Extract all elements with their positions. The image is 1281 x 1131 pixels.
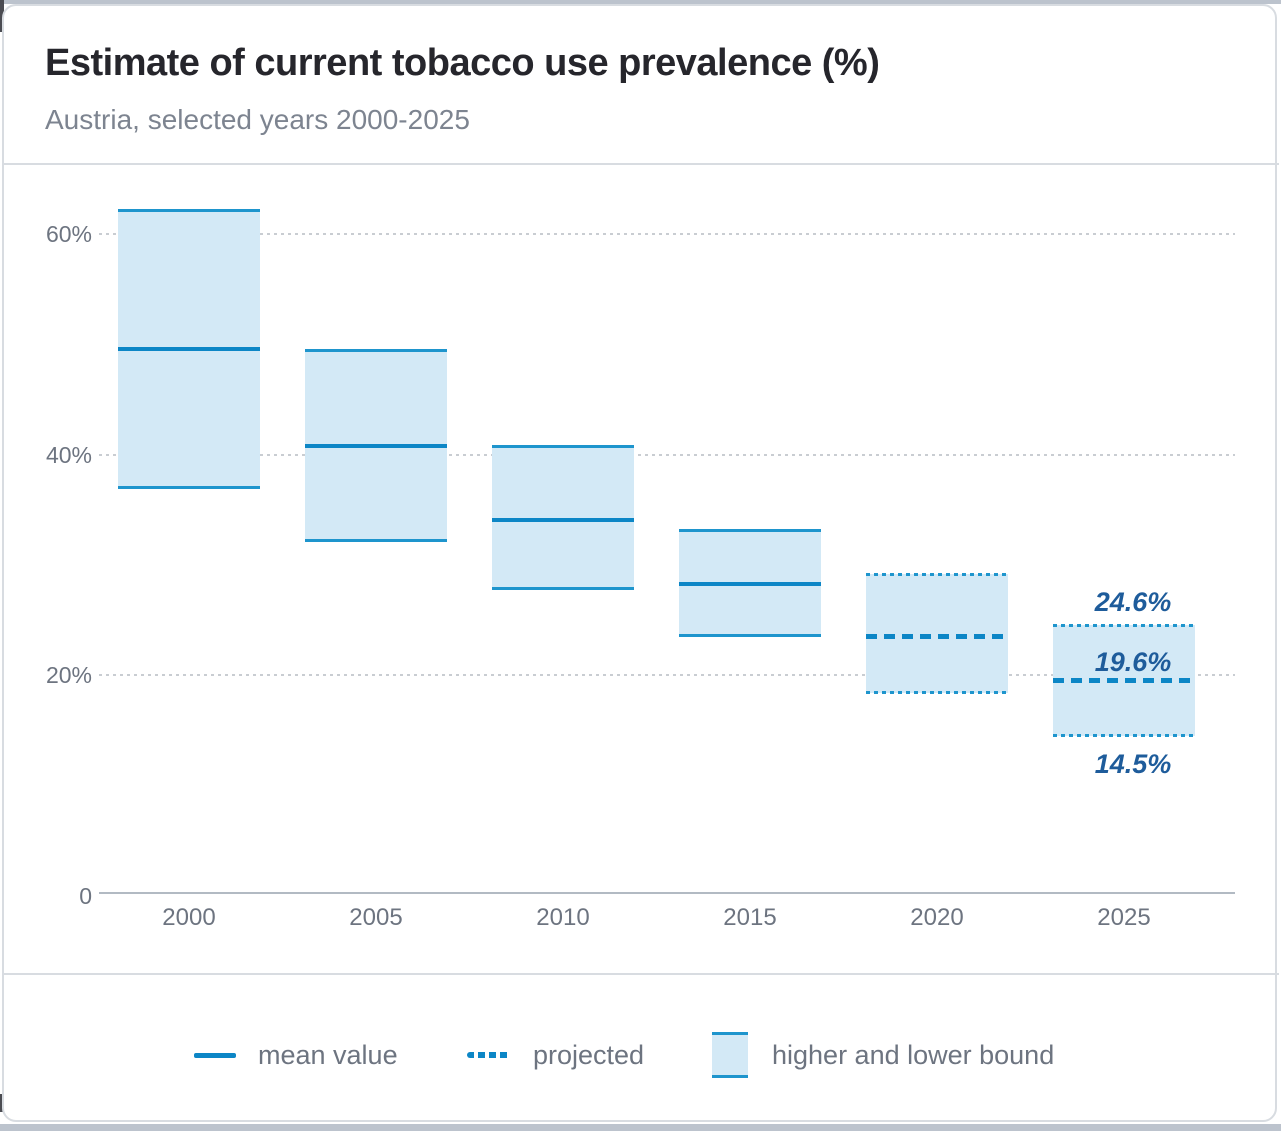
bar-bottom-edge [118, 485, 260, 489]
legend-item-projected: projected [467, 1032, 644, 1078]
bottom-frame-strip [0, 1124, 1281, 1131]
mean-line [118, 346, 260, 351]
x-axis-line [99, 892, 1235, 894]
annotation-low-2025: 14.5% [1094, 749, 1172, 780]
y-gridline-60 [99, 233, 1235, 235]
y-tick-label-0: 0 [79, 883, 92, 909]
x-tick-label-2025: 2025 [1097, 904, 1151, 931]
bar-top-edge [118, 208, 260, 212]
mean-line [305, 443, 447, 448]
x-tick-label-2000: 2000 [162, 904, 216, 931]
x-tick-label-2020: 2020 [910, 904, 964, 931]
mean-value-line-icon [194, 1052, 236, 1058]
y-gridline-20 [99, 674, 1235, 677]
top-frame-strip [0, 0, 1281, 4]
y-tick-label-40: 40% [45, 441, 92, 468]
range-bar-2005[interactable] [305, 348, 447, 542]
chart-card: Estimate of current tobacco use prevalen… [2, 4, 1279, 1122]
legend-label: higher and lower bound [772, 1039, 1055, 1070]
legend-item-mean-value: mean value [194, 1032, 398, 1078]
header-divider [4, 163, 1279, 165]
mean-line [866, 633, 1008, 639]
range-bar-2020[interactable] [866, 572, 1008, 694]
bar-bottom-edge [305, 538, 447, 542]
bar-bottom-edge [492, 587, 634, 591]
plot-area: 60% 40% 20% 0 2000 2005 2010 2015 2020 2025 24.6% 1… [4, 6, 1279, 971]
range-bar-2000[interactable] [118, 208, 260, 489]
legend-item-bounds: higher and lower bound [712, 1032, 1054, 1078]
bar-bottom-edge [1053, 734, 1195, 737]
x-tick-label-2005: 2005 [349, 904, 403, 931]
bar-top-edge [679, 528, 821, 532]
y-tick-label-20: 20% [45, 662, 92, 689]
bar-top-edge [492, 444, 634, 448]
bar-bottom-edge [679, 633, 821, 637]
bar-bottom-edge [866, 690, 1008, 694]
bar-top-edge [866, 572, 1008, 576]
annotation-high-2025: 24.6% [1094, 586, 1172, 617]
mean-line [492, 517, 634, 522]
y-gridline-40 [99, 453, 1235, 456]
chart-title: Estimate of current tobacco use prevalen… [45, 42, 880, 84]
y-tick-label-60: 60% [45, 221, 92, 247]
mean-line [679, 581, 821, 586]
bar-top-edge [305, 348, 447, 352]
annotation-mean-2025: 19.6% [1094, 646, 1172, 677]
legend-divider [4, 973, 1279, 975]
range-bar-2010[interactable] [492, 444, 634, 591]
mean-line [1053, 677, 1195, 683]
legend-label: mean value [258, 1039, 398, 1070]
range-bar-2025[interactable] [1053, 623, 1195, 737]
projected-dotted-line-icon [467, 1052, 511, 1058]
chart-subtitle: Austria, selected years 2000-2025 [45, 104, 470, 135]
x-tick-label-2010: 2010 [536, 904, 590, 931]
bar-top-edge [1053, 623, 1195, 627]
range-bar-2015[interactable] [679, 528, 821, 637]
bounds-box-icon [712, 1032, 748, 1078]
legend-label: projected [533, 1039, 645, 1070]
x-tick-label-2015: 2015 [723, 904, 777, 931]
